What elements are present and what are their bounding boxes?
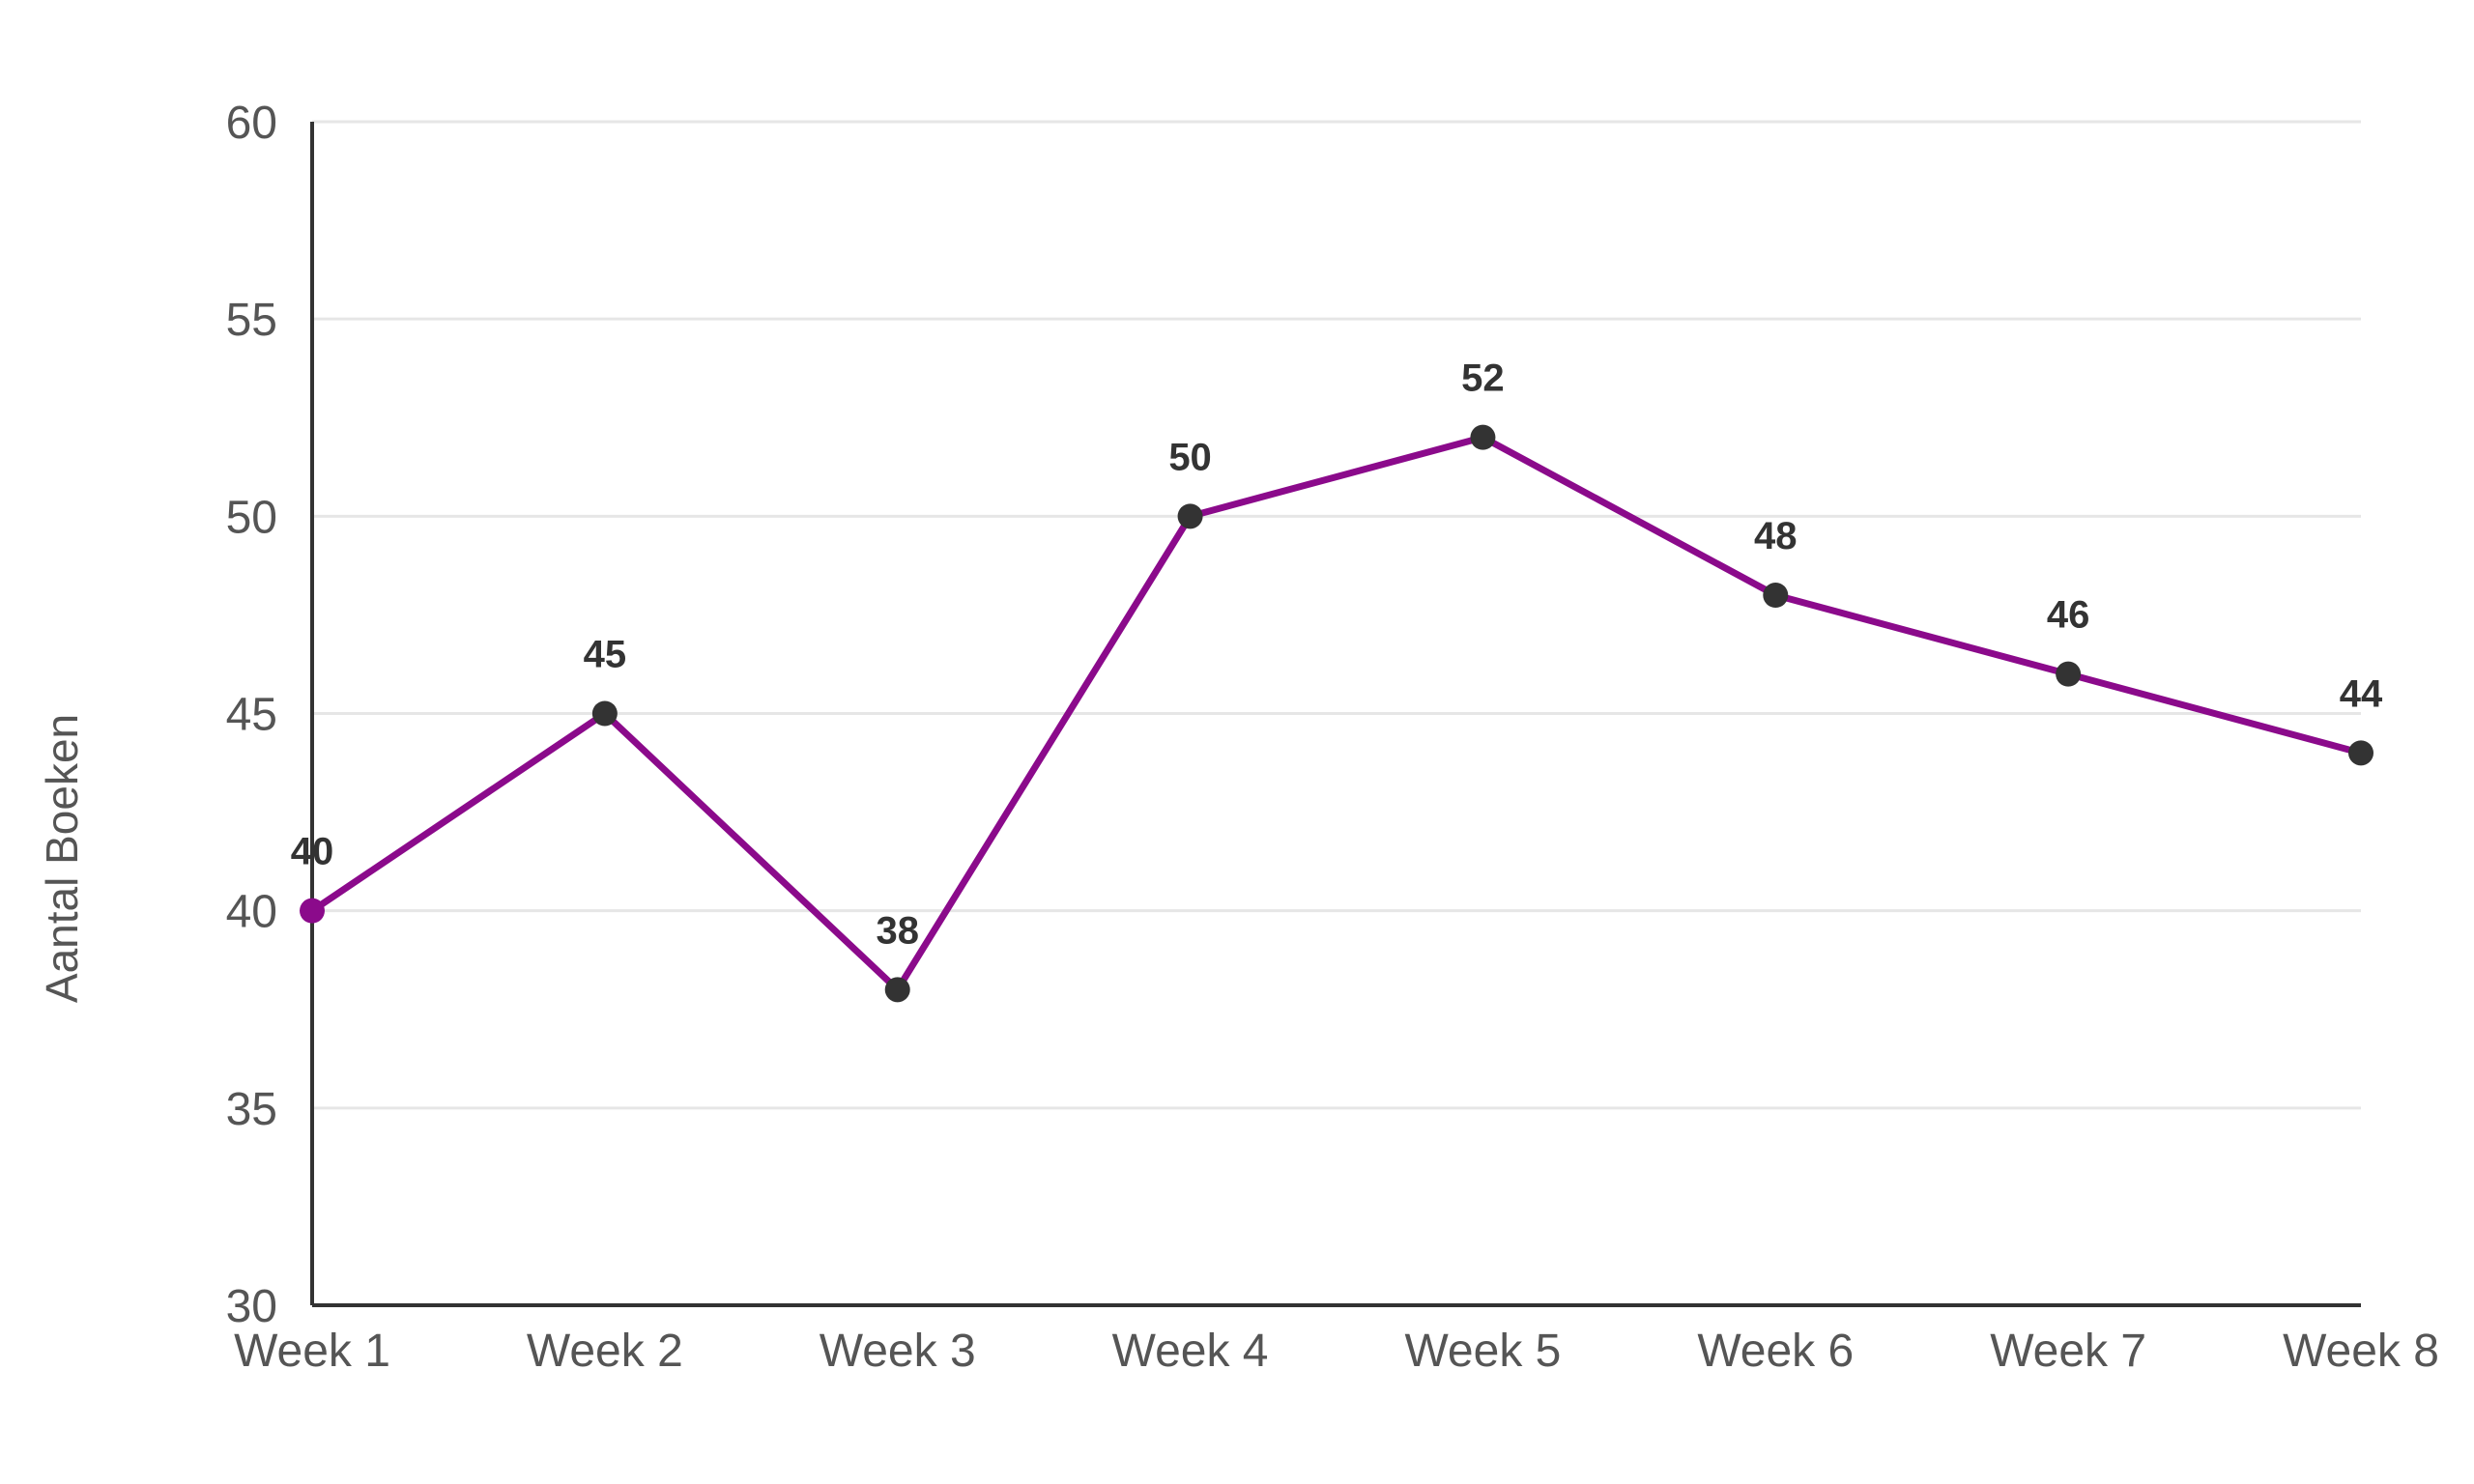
y-tick-label: 60 [226, 98, 277, 149]
data-label: 46 [2047, 594, 2090, 637]
x-tick-label: Week 3 [820, 1326, 976, 1377]
series-group [300, 424, 2373, 1003]
y-tick-label: 45 [226, 690, 277, 741]
data-label: 40 [291, 831, 334, 873]
y-tick-label: 35 [226, 1084, 277, 1135]
y-tick-label: 40 [226, 887, 277, 938]
y-tick-label: 55 [226, 295, 277, 346]
gridlines [312, 120, 2361, 1110]
x-tick-label: Week 8 [2283, 1326, 2439, 1377]
series-line [308, 434, 2365, 993]
x-tick-label: Week 1 [234, 1326, 390, 1377]
x-tick-label: Week 6 [1697, 1326, 1854, 1377]
data-point [2348, 740, 2373, 766]
data-label: 38 [876, 909, 919, 952]
data-label: 48 [1754, 515, 1798, 557]
x-tick-label: Week 4 [1112, 1326, 1269, 1377]
data-point [1763, 583, 1789, 608]
data-labels: 40 45 38 50 52 48 46 44 [291, 357, 2383, 953]
data-point [1177, 503, 1203, 529]
x-tick-label: Week 7 [1990, 1326, 2146, 1377]
data-point [2056, 661, 2082, 687]
data-label: 52 [1461, 357, 1505, 400]
y-tick-label: 50 [226, 492, 277, 543]
data-label: 44 [2340, 672, 2383, 715]
data-label: 45 [584, 634, 627, 676]
data-label: 50 [1168, 436, 1212, 478]
x-tick-labels: Week 1 Week 2 Week 3 Week 4 Week 5 Week 6 Week… [234, 1326, 2439, 1377]
data-point [884, 977, 910, 1003]
x-tick-label: Week 2 [527, 1326, 683, 1377]
y-axis-title: Aantal Boeken [37, 714, 87, 1003]
axes [310, 122, 2361, 1307]
data-point [591, 700, 618, 727]
y-tick-labels: 30 35 40 45 50 55 60 [226, 98, 277, 1332]
data-point [1470, 424, 1496, 450]
y-tick-label: 30 [226, 1281, 277, 1332]
x-tick-label: Week 5 [1404, 1326, 1561, 1377]
data-point [300, 898, 325, 924]
